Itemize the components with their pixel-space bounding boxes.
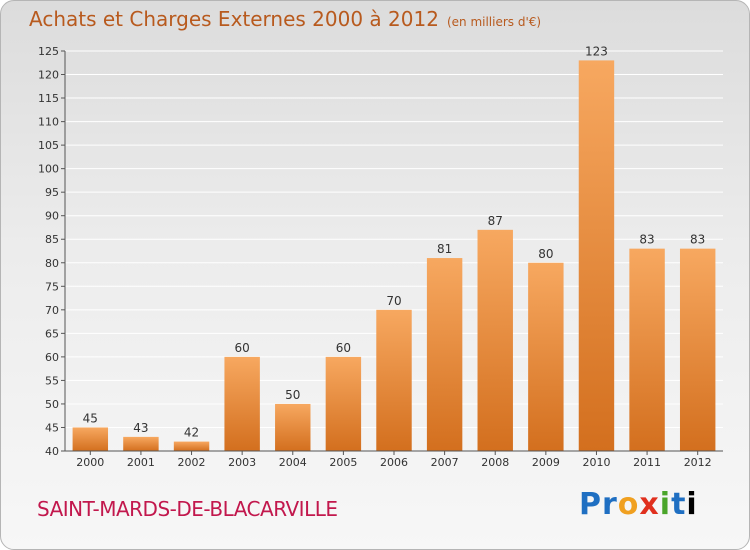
bar bbox=[173, 441, 210, 451]
bars bbox=[72, 60, 716, 451]
x-tick-label: 2004 bbox=[279, 456, 307, 469]
y-tick-label: 85 bbox=[45, 233, 59, 246]
bar bbox=[325, 356, 362, 451]
y-tick-label: 75 bbox=[45, 280, 59, 293]
bar bbox=[679, 248, 716, 451]
bar bbox=[123, 436, 159, 451]
y-tick-label: 40 bbox=[45, 445, 59, 458]
bar bbox=[376, 309, 412, 451]
data-labels: 45 43 42 60 50 60 70 81 87 80 123 83 83 bbox=[83, 44, 706, 439]
bar bbox=[275, 403, 311, 451]
x-tick-label: 2006 bbox=[380, 456, 408, 469]
y-tick-label: 80 bbox=[45, 257, 59, 270]
logo-letter: r bbox=[602, 487, 618, 522]
y-tick-label: 95 bbox=[45, 186, 59, 199]
data-label: 123 bbox=[585, 44, 608, 58]
data-label: 70 bbox=[386, 294, 401, 308]
data-label: 83 bbox=[690, 233, 705, 247]
data-label: 81 bbox=[437, 242, 452, 256]
bar bbox=[578, 60, 615, 451]
y-tick-label: 100 bbox=[38, 163, 59, 176]
x-tick-label: 2007 bbox=[431, 456, 459, 469]
x-tick-label: 2005 bbox=[329, 456, 357, 469]
data-label: 42 bbox=[184, 426, 199, 440]
title-text: Achats et Charges Externes 2000 à 2012 bbox=[29, 7, 439, 31]
logo-letter: i bbox=[659, 487, 672, 522]
y-tick-label: 45 bbox=[45, 421, 59, 434]
data-label: 45 bbox=[83, 411, 98, 425]
logo-letter: o bbox=[617, 487, 640, 522]
data-label: 60 bbox=[336, 341, 351, 355]
y-tick-label: 105 bbox=[38, 139, 59, 152]
y-tick-label: 115 bbox=[38, 92, 59, 105]
x-tick-label: 2003 bbox=[228, 456, 256, 469]
data-label: 87 bbox=[488, 214, 503, 228]
y-tick-label: 90 bbox=[45, 210, 59, 223]
y-tick-label: 110 bbox=[38, 116, 59, 129]
y-tick-label: 125 bbox=[38, 45, 59, 58]
data-label: 60 bbox=[235, 341, 250, 355]
bar bbox=[224, 356, 260, 451]
data-label: 83 bbox=[639, 233, 654, 247]
bar bbox=[426, 258, 463, 451]
x-axis-ticks: 2000 2001 2002 2003 2004 2005 2006 2007 2008 2009… bbox=[76, 451, 712, 469]
x-tick-label: 2002 bbox=[178, 456, 206, 469]
data-label: 80 bbox=[538, 247, 553, 261]
bar bbox=[629, 248, 665, 451]
logo-letter: i bbox=[686, 487, 698, 522]
y-tick-label: 50 bbox=[45, 398, 59, 411]
data-label: 50 bbox=[285, 388, 300, 402]
x-tick-label: 2009 bbox=[532, 456, 560, 469]
logo-letter: P bbox=[579, 487, 602, 522]
y-tick-label: 60 bbox=[45, 351, 59, 364]
proxiti-logo: Proxiti bbox=[579, 487, 698, 522]
y-tick-label: 65 bbox=[45, 327, 59, 340]
chart-title: Achats et Charges Externes 2000 à 2012 (e… bbox=[29, 7, 541, 31]
x-tick-label: 2001 bbox=[127, 456, 155, 469]
data-label: 43 bbox=[133, 421, 148, 435]
x-tick-label: 2008 bbox=[481, 456, 509, 469]
town-name: SAINT-MARDS-DE-BLACARVILLE bbox=[37, 497, 338, 521]
bar bbox=[72, 427, 109, 451]
title-unit: (en milliers d'€) bbox=[446, 15, 542, 29]
logo-letter: x bbox=[639, 487, 660, 522]
y-tick-label: 70 bbox=[45, 304, 59, 317]
y-axis-ticks: 40 45 50 55 60 65 70 75 80 85 90 95 100 105 110 115 120 1… bbox=[38, 45, 65, 458]
y-tick-label: 55 bbox=[45, 374, 59, 387]
x-tick-label: 2010 bbox=[582, 456, 610, 469]
bar bbox=[477, 229, 513, 451]
y-tick-label: 120 bbox=[38, 69, 59, 82]
bar bbox=[528, 262, 564, 451]
x-tick-label: 2000 bbox=[76, 456, 104, 469]
logo-letter: t bbox=[671, 487, 687, 522]
x-tick-label: 2011 bbox=[633, 456, 661, 469]
x-tick-label: 2012 bbox=[684, 456, 712, 469]
